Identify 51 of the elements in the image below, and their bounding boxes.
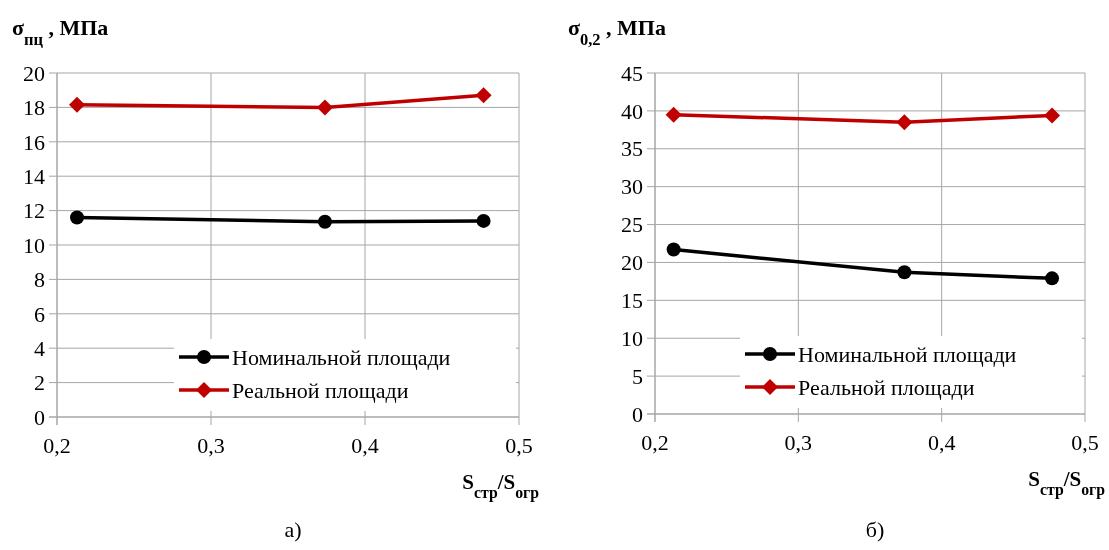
y-tick-label: 12 — [23, 198, 45, 224]
legend-label: Номинальной площади — [798, 341, 1017, 367]
y-tick-label: 6 — [34, 301, 45, 327]
point — [1044, 107, 1061, 124]
point — [897, 265, 912, 280]
x-tick-label: 0,4 — [927, 430, 956, 455]
point — [665, 106, 682, 123]
y-tick-label: 5 — [632, 363, 643, 389]
text: б) — [865, 517, 885, 542]
point — [69, 96, 86, 113]
point — [70, 210, 85, 225]
y-tick-label: 8 — [34, 267, 45, 293]
point — [896, 114, 913, 131]
chart-title: σ$_{0,2}$ , МПа — [568, 15, 666, 49]
x-tick-label: 0,4 — [351, 433, 379, 458]
y-tick-label: 30 — [621, 174, 643, 200]
y-tick-label: 2 — [34, 370, 45, 396]
point — [317, 214, 332, 229]
y-tick-label: 20 — [23, 60, 45, 86]
y-tick-label: 40 — [621, 98, 643, 124]
point — [475, 87, 492, 104]
y-tick-label: 16 — [23, 129, 45, 155]
y-tick-label: 20 — [621, 250, 643, 276]
x-tick-label: 0,2 — [641, 430, 669, 455]
y-tick-label: 14 — [23, 163, 45, 189]
y-tick-label: 0 — [34, 404, 45, 430]
y-tick-label: 45 — [621, 60, 643, 86]
x-tick-label: 0,2 — [43, 433, 71, 458]
point — [1045, 271, 1060, 286]
y-tick-label: 10 — [621, 325, 643, 351]
point — [666, 242, 681, 257]
legend-label: Реальной площади — [232, 377, 409, 403]
y-tick-label: 4 — [34, 335, 45, 361]
y-tick-label: 18 — [23, 95, 45, 121]
legend-label: Реальной площади — [798, 374, 975, 400]
chart-title: σ$_{пц}$ , МПа — [12, 15, 109, 49]
y-tick-label: 15 — [621, 288, 643, 314]
x-axis-title: S$_{стр}$/S$_{огр}$ — [462, 470, 540, 502]
text: а) — [284, 517, 302, 542]
x-tick-label: 0,5 — [505, 433, 533, 458]
y-tick-label: 25 — [621, 212, 643, 238]
x-tick-label: 0,5 — [1071, 430, 1099, 455]
y-tick-label: 0 — [632, 401, 643, 427]
point — [476, 213, 491, 228]
y-tick-label: 35 — [621, 136, 643, 162]
legend-label: Номинальной площади — [232, 344, 451, 370]
point — [316, 99, 333, 116]
x-tick-label: 0,3 — [197, 433, 225, 458]
y-tick-label: 10 — [23, 232, 45, 258]
x-tick-label: 0,3 — [784, 430, 813, 455]
x-axis-title: S$_{стр}$/S$_{огр}$ — [1028, 467, 1106, 499]
